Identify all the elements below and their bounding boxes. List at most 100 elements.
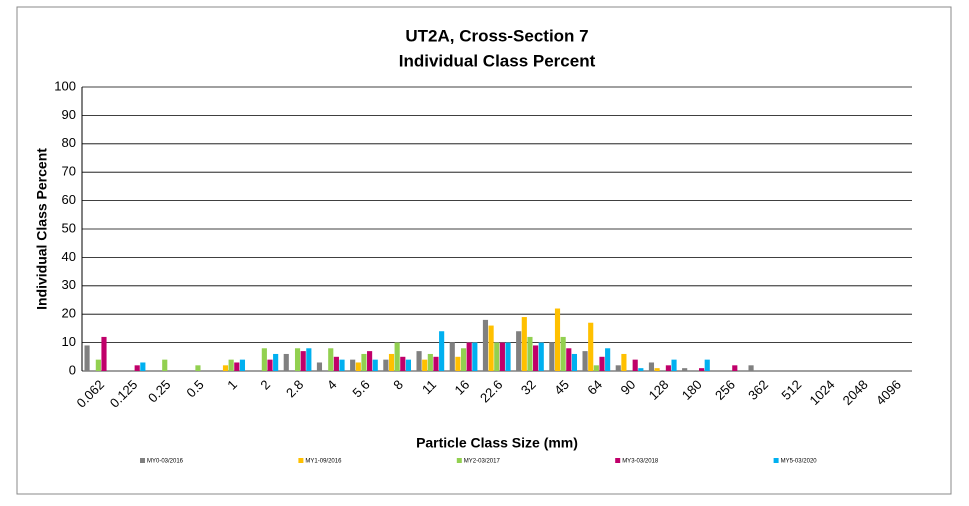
y-tick-label: 30 [62,277,76,292]
bar [101,336,107,371]
bar [361,353,367,371]
bar [682,368,688,371]
y-tick-label: 80 [62,135,76,150]
bar [732,365,738,371]
y-tick-label: 40 [62,249,76,264]
bar [449,342,455,371]
chart-border [16,6,952,495]
legend-swatch [298,458,304,463]
bar [554,308,561,371]
bar [350,359,356,371]
bar [261,348,267,371]
bar [195,365,201,371]
legend-swatch [615,458,621,463]
bar [621,353,627,371]
bar [84,345,90,371]
bar [533,345,539,371]
bar [494,342,500,371]
y-tick-label: 0 [69,362,76,377]
legend-label: MY0-03/2016 [147,459,184,465]
bar [134,365,140,371]
y-tick-label: 20 [62,306,76,321]
bar [648,362,655,371]
y-tick-label: 60 [62,192,76,207]
bar [162,359,168,371]
bar [333,356,339,371]
bar [499,342,505,371]
bar [488,325,494,371]
bar [605,348,611,371]
bar [527,336,533,371]
y-tick-label: 70 [62,164,76,179]
bar [405,359,412,371]
bar [455,356,461,371]
y-tick-label: 50 [62,220,76,235]
legend-swatch [140,458,145,463]
bar [316,362,323,371]
y-tick-label: 90 [62,107,76,122]
x-axis-label: Particle Class Size (mm) [416,435,578,451]
bar [665,365,671,371]
chart-title: Individual Class Percent [399,51,596,70]
bar [383,359,389,371]
bar [615,365,621,371]
bar [671,359,677,371]
bar [339,359,345,371]
bar [654,368,660,371]
bar [748,365,754,371]
bar [439,331,445,371]
bar [400,356,406,371]
bar [416,351,422,371]
y-tick-label: 10 [62,334,76,349]
bar [234,362,240,371]
bar [140,362,146,371]
bar [466,342,472,371]
chart-title: UT2A, Cross-Section 7 [405,26,588,45]
bar [273,353,279,371]
bar [566,348,572,371]
bar [239,359,246,371]
bar [422,359,428,371]
bar [582,351,588,371]
bar [433,356,439,371]
bar [367,351,373,371]
bar [472,342,478,371]
bar [588,322,594,371]
bar [638,368,644,371]
bar [394,342,400,371]
bar [560,336,566,371]
legend-label: MY5-03/2020 [781,459,818,465]
y-axis-label: Individual Class Percent [34,148,50,310]
bar [699,368,705,371]
bar [228,359,234,371]
bar [388,353,395,371]
bar [222,365,229,371]
legend-label: MY1-09/2016 [305,459,342,465]
bar [593,365,599,371]
bar [355,362,361,371]
bar [521,317,527,371]
bar [300,351,306,371]
bar [427,353,433,371]
bar [599,356,605,371]
bar [306,348,312,371]
legend-label: MY3-03/2018 [622,459,659,465]
legend-swatch [456,458,462,463]
y-tick-label: 100 [54,78,76,93]
legend-label: MY2-03/2017 [464,459,501,465]
bar [632,359,638,371]
bar [482,319,489,371]
bar [267,359,273,371]
bar [460,348,467,371]
bar [294,348,301,371]
bar [283,353,289,371]
bar [516,331,522,371]
legend-swatch [773,458,779,463]
bar [571,353,578,371]
bar [704,359,710,371]
bar [95,359,101,371]
bar [328,348,334,371]
bar [549,342,555,371]
bar [538,342,544,371]
